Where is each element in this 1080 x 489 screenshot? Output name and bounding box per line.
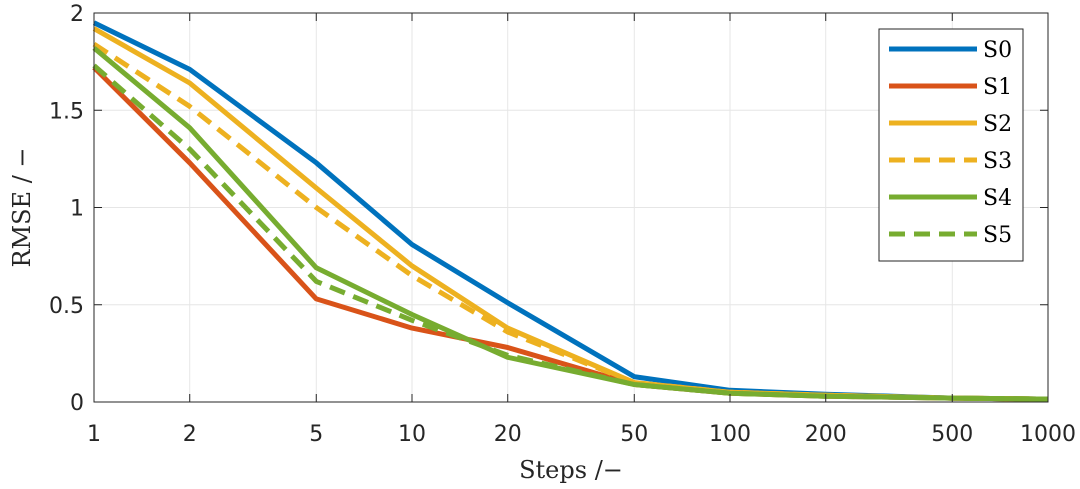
x-tick-label: 1 [87, 422, 101, 447]
y-tick-label: 1.5 [49, 99, 84, 124]
legend-label-s0: S0 [983, 38, 1012, 63]
x-tick-label: 500 [931, 422, 973, 447]
legend: S0 S1 S2 S3 S4 S5 [878, 28, 1024, 262]
x-tick-label: 100 [709, 422, 751, 447]
axis-ticks: 1 2 5 10 20 50 100 200 500 1000 0 0.5 1 1.5 2 [49, 2, 1076, 447]
y-axis-label: RMSE / − [8, 147, 36, 267]
legend-box [878, 28, 1024, 262]
series-lines [92, 20, 1049, 402]
legend-label-s4: S4 [983, 186, 1012, 211]
legend-label-s5: S5 [983, 223, 1012, 248]
y-tick-label: 0 [70, 391, 84, 416]
x-tick-label: 50 [620, 422, 648, 447]
series-line-s5 [92, 63, 1049, 402]
y-tick-label: 2 [70, 2, 84, 27]
x-tick-label: 5 [309, 422, 323, 447]
y-tick-label: 0.5 [49, 294, 84, 319]
y-tick-label: 1 [70, 197, 84, 222]
x-tick-label: 10 [398, 422, 426, 447]
x-tick-label: 20 [494, 422, 522, 447]
x-axis-label: Steps /− [519, 456, 623, 484]
x-tick-label: 200 [805, 422, 847, 447]
legend-label-s3: S3 [983, 149, 1012, 174]
legend-label-s2: S2 [983, 112, 1012, 137]
legend-label-s1: S1 [983, 75, 1012, 100]
x-tick-label: 2 [183, 422, 197, 447]
x-tick-label: 1000 [1020, 422, 1076, 447]
